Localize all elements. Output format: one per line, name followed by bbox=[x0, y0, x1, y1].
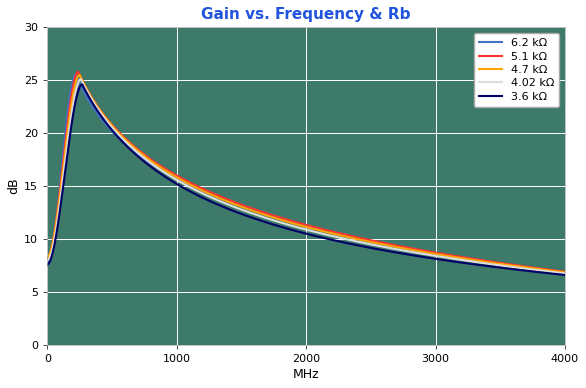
3.6 kΩ bbox=[44, 262, 51, 267]
4.7 kΩ bbox=[496, 262, 503, 266]
3.6 kΩ bbox=[79, 82, 86, 87]
4.7 kΩ bbox=[265, 214, 272, 218]
3.6 kΩ bbox=[496, 265, 503, 270]
5.1 kΩ bbox=[496, 260, 503, 265]
6.2 kΩ bbox=[551, 270, 558, 275]
4.7 kΩ bbox=[561, 270, 568, 275]
5.1 kΩ bbox=[75, 69, 82, 74]
6.2 kΩ bbox=[561, 272, 568, 276]
6.2 kΩ bbox=[243, 206, 250, 211]
6.2 kΩ bbox=[72, 73, 79, 77]
4.7 kΩ bbox=[551, 269, 558, 274]
5.1 kΩ bbox=[551, 268, 558, 273]
Line: 5.1 kΩ: 5.1 kΩ bbox=[47, 72, 565, 272]
Line: 4.02 kΩ: 4.02 kΩ bbox=[47, 79, 565, 274]
Title: Gain vs. Frequency & Rb: Gain vs. Frequency & Rb bbox=[202, 7, 411, 22]
5.1 kΩ bbox=[134, 147, 141, 151]
3.6 kΩ bbox=[103, 121, 110, 126]
4.7 kΩ bbox=[134, 148, 141, 152]
4.7 kΩ bbox=[44, 255, 51, 259]
4.02 kΩ bbox=[134, 150, 141, 155]
Line: 4.7 kΩ: 4.7 kΩ bbox=[47, 75, 565, 272]
5.1 kΩ bbox=[561, 270, 568, 274]
X-axis label: MHz: MHz bbox=[293, 368, 319, 381]
5.1 kΩ bbox=[103, 116, 110, 121]
4.02 kΩ bbox=[44, 258, 51, 263]
4.7 kΩ bbox=[76, 73, 83, 77]
5.1 kΩ bbox=[243, 204, 250, 209]
4.02 kΩ bbox=[265, 217, 272, 221]
6.2 kΩ bbox=[496, 262, 503, 267]
4.02 kΩ bbox=[103, 118, 110, 123]
Legend: 6.2 kΩ, 5.1 kΩ, 4.7 kΩ, 4.02 kΩ, 3.6 kΩ: 6.2 kΩ, 5.1 kΩ, 4.7 kΩ, 4.02 kΩ, 3.6 kΩ bbox=[474, 33, 560, 107]
3.6 kΩ bbox=[243, 213, 250, 218]
Line: 6.2 kΩ: 6.2 kΩ bbox=[47, 75, 565, 274]
3.6 kΩ bbox=[265, 221, 272, 225]
3.6 kΩ bbox=[551, 272, 558, 276]
4.02 kΩ bbox=[561, 271, 568, 276]
4.7 kΩ bbox=[243, 206, 250, 211]
Y-axis label: dB: dB bbox=[7, 178, 20, 194]
4.7 kΩ bbox=[103, 117, 110, 121]
Line: 3.6 kΩ: 3.6 kΩ bbox=[47, 85, 565, 275]
6.2 kΩ bbox=[103, 123, 110, 128]
5.1 kΩ bbox=[265, 211, 272, 216]
4.02 kΩ bbox=[496, 263, 503, 268]
6.2 kΩ bbox=[134, 152, 141, 156]
4.02 kΩ bbox=[77, 77, 84, 81]
6.2 kΩ bbox=[44, 263, 51, 268]
5.1 kΩ bbox=[44, 256, 51, 260]
3.6 kΩ bbox=[134, 154, 141, 158]
4.02 kΩ bbox=[243, 209, 250, 214]
6.2 kΩ bbox=[265, 213, 272, 218]
4.02 kΩ bbox=[551, 270, 558, 275]
3.6 kΩ bbox=[561, 273, 568, 277]
